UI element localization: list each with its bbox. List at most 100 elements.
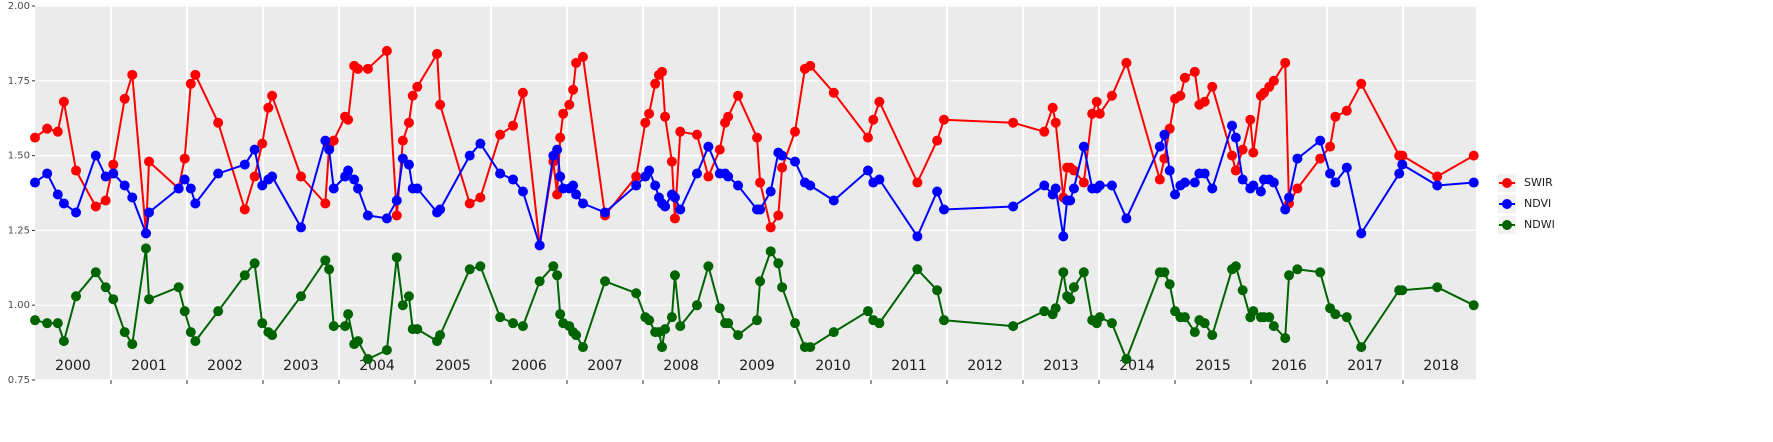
data-point <box>571 57 582 68</box>
data-point <box>555 171 566 182</box>
data-point <box>723 318 734 329</box>
data-point <box>1292 183 1303 194</box>
data-point <box>185 78 196 89</box>
data-point <box>267 171 278 182</box>
data-point <box>790 318 801 329</box>
data-point <box>703 171 714 182</box>
data-point <box>938 114 949 125</box>
data-point <box>777 162 788 173</box>
data-point <box>1068 282 1079 293</box>
data-point <box>828 87 839 98</box>
data-point <box>777 282 788 293</box>
data-point <box>1264 312 1275 323</box>
y-tick-label: 1.25 <box>8 225 30 236</box>
data-point <box>190 198 201 209</box>
data-point <box>239 270 250 281</box>
data-point <box>391 210 402 221</box>
data-point <box>1330 111 1341 122</box>
data-point <box>1008 117 1019 128</box>
data-point <box>1164 279 1175 290</box>
data-point <box>666 312 677 323</box>
data-point <box>100 282 111 293</box>
data-point <box>1330 177 1341 188</box>
data-point <box>657 66 668 77</box>
data-point <box>1356 228 1367 239</box>
data-point <box>213 306 224 317</box>
data-point <box>1468 300 1479 311</box>
x-tick-label: 2002 <box>207 358 243 374</box>
data-point <box>1121 57 1132 68</box>
data-point <box>1087 108 1098 119</box>
data-point <box>475 261 486 272</box>
data-point <box>119 327 130 338</box>
data-point <box>752 315 763 326</box>
legend-label: NDWI <box>1524 218 1555 231</box>
x-tick-label: 2003 <box>283 358 319 374</box>
data-point <box>534 240 545 251</box>
data-point <box>1179 72 1190 83</box>
data-point <box>1170 189 1181 200</box>
data-point <box>52 189 63 200</box>
data-point <box>669 213 680 224</box>
y-tick-label: 1.00 <box>8 300 30 311</box>
data-point <box>644 315 655 326</box>
data-point <box>631 180 642 191</box>
series-line <box>34 49 1475 247</box>
data-point <box>353 183 364 194</box>
data-point <box>1325 168 1336 179</box>
data-point <box>362 354 373 365</box>
data-point <box>669 192 680 203</box>
data-point <box>412 324 423 335</box>
data-point <box>862 132 873 143</box>
data-point <box>1078 141 1089 152</box>
data-point <box>100 171 111 182</box>
data-point <box>1207 183 1218 194</box>
data-point <box>1230 132 1241 143</box>
legend-point <box>1502 220 1512 230</box>
data-point <box>1199 96 1210 107</box>
data-point <box>1091 96 1102 107</box>
data-point <box>714 144 725 155</box>
data-point <box>58 336 69 347</box>
data-point <box>1094 108 1105 119</box>
data-point <box>71 291 82 302</box>
data-point <box>755 177 766 188</box>
data-point <box>144 207 155 218</box>
data-point <box>805 60 816 71</box>
data-point <box>1065 195 1076 206</box>
data-point <box>1094 180 1105 191</box>
data-point <box>239 204 250 215</box>
data-point <box>723 111 734 122</box>
data-point <box>1284 270 1295 281</box>
x-tick-label: 2018 <box>1423 358 1459 374</box>
data-point <box>127 192 138 203</box>
data-point <box>874 318 885 329</box>
data-point <box>1284 192 1295 203</box>
data-point <box>173 183 184 194</box>
data-point <box>1268 75 1279 86</box>
data-point <box>600 276 611 287</box>
data-point <box>1179 312 1190 323</box>
data-point <box>1179 177 1190 188</box>
data-point <box>90 267 101 278</box>
data-point <box>828 327 839 338</box>
data-point <box>703 261 714 272</box>
x-tick-label: 2006 <box>511 358 547 374</box>
data-point <box>185 183 196 194</box>
data-point <box>1280 333 1291 344</box>
data-point <box>691 168 702 179</box>
data-point <box>213 168 224 179</box>
data-point <box>213 117 224 128</box>
data-point <box>644 165 655 176</box>
x-tick-label: 2005 <box>435 358 471 374</box>
data-point <box>328 135 339 146</box>
data-point <box>534 276 545 287</box>
data-point <box>58 96 69 107</box>
data-point <box>1237 285 1248 296</box>
data-point <box>108 294 119 305</box>
data-point <box>296 171 307 182</box>
y-tick-label: 1.50 <box>8 151 30 162</box>
data-point <box>391 195 402 206</box>
data-point <box>464 150 475 161</box>
x-tick-label: 2013 <box>1043 358 1079 374</box>
